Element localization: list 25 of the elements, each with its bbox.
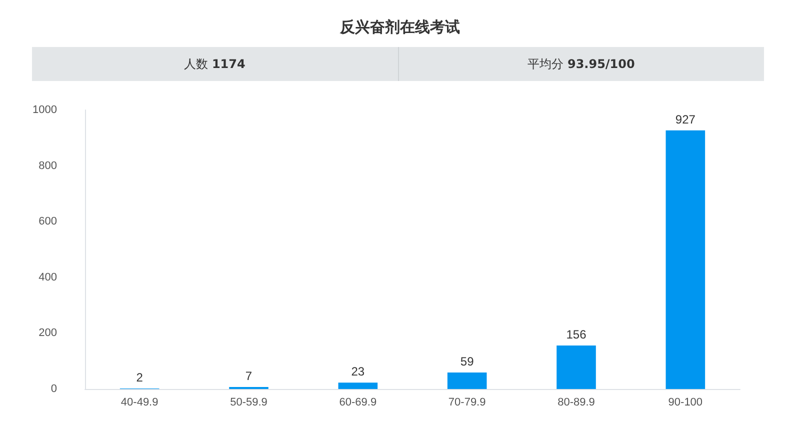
y-tick-label: 0 [50, 383, 57, 395]
bar [338, 382, 378, 389]
data-label: 156 [566, 327, 587, 342]
x-tick-label: 50-59.9 [230, 396, 268, 408]
y-tick-label: 600 [38, 216, 57, 228]
y-tick-label: 800 [38, 160, 57, 172]
text: 人数 1174 [183, 56, 246, 73]
x-tick-label: 80-89.9 [558, 396, 595, 408]
data-label: 23 [351, 364, 365, 379]
data-label: 2 [136, 370, 144, 384]
data-label: 59 [460, 354, 474, 369]
data-label: 7 [245, 369, 252, 384]
bar [666, 130, 706, 389]
text: 平均分 93.95/100 [398, 47, 764, 81]
bar [556, 345, 596, 389]
data-label: 927 [675, 112, 696, 126]
bar [447, 372, 487, 389]
y-tick-label: 1000 [32, 104, 57, 116]
x-tick-label: 40-49.9 [120, 396, 158, 408]
y-tick-label: 400 [38, 271, 57, 284]
x-tick-label: 60-69.9 [339, 396, 377, 408]
x-tick-label: 70-79.9 [448, 396, 486, 408]
y-tick-label: 200 [38, 327, 57, 340]
chart-title: 反兴奋剂在线考试 [338, 18, 461, 37]
x-tick-label: 90-100 [668, 396, 703, 408]
